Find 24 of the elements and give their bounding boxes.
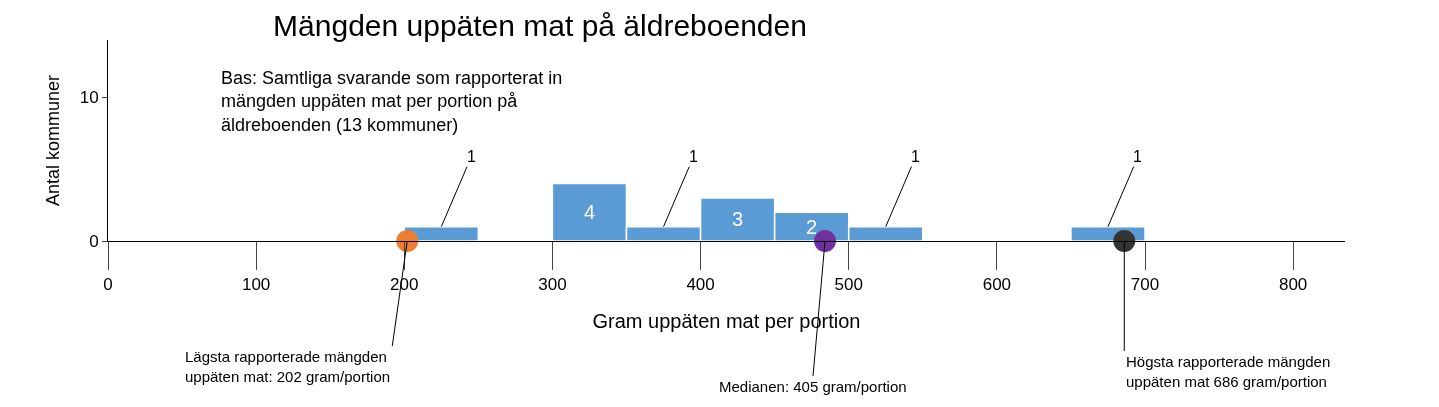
x-tick-label: 400 [686, 275, 715, 295]
x-tick-label: 300 [538, 275, 567, 295]
y-axis-title: Antal kommuner [42, 74, 63, 207]
y-tick-label: 10 [79, 88, 99, 108]
x-tick-label: 200 [390, 275, 419, 295]
x-axis-title: Gram uppäten mat per portion [592, 309, 861, 332]
data-label: 3 [732, 208, 744, 231]
x-tick-label: 800 [1278, 275, 1308, 295]
annotation: Högsta rapporterade mängden uppäten mat 686 gram/portion [1126, 353, 1331, 390]
data-label: 1 [1133, 148, 1142, 165]
annotation: Medianen: 405 gram/portion [719, 378, 907, 395]
data-label: 1 [911, 148, 920, 165]
data-label: 2 [806, 215, 818, 238]
x-tick-label: 500 [834, 275, 863, 295]
data-label: 4 [583, 201, 596, 224]
x-tick-label: 700 [1130, 275, 1160, 295]
x-tick-label: 100 [241, 275, 271, 295]
annotation: Lägsta rapporterade mängden uppäten mat: 202 gram/portion [185, 348, 391, 385]
data-label: 1 [467, 148, 476, 165]
x-tick-label: 0 [103, 275, 113, 295]
annotation: Bas: Samtliga svarande som rapporterat in mängden uppäten mat per portion på äldreboenden (13 kommuner) [221, 68, 563, 135]
chart-title: Mängden uppäten mat på äldreboenden [273, 8, 807, 42]
x-tick-label: 600 [982, 275, 1012, 295]
data-label: 1 [689, 148, 698, 165]
